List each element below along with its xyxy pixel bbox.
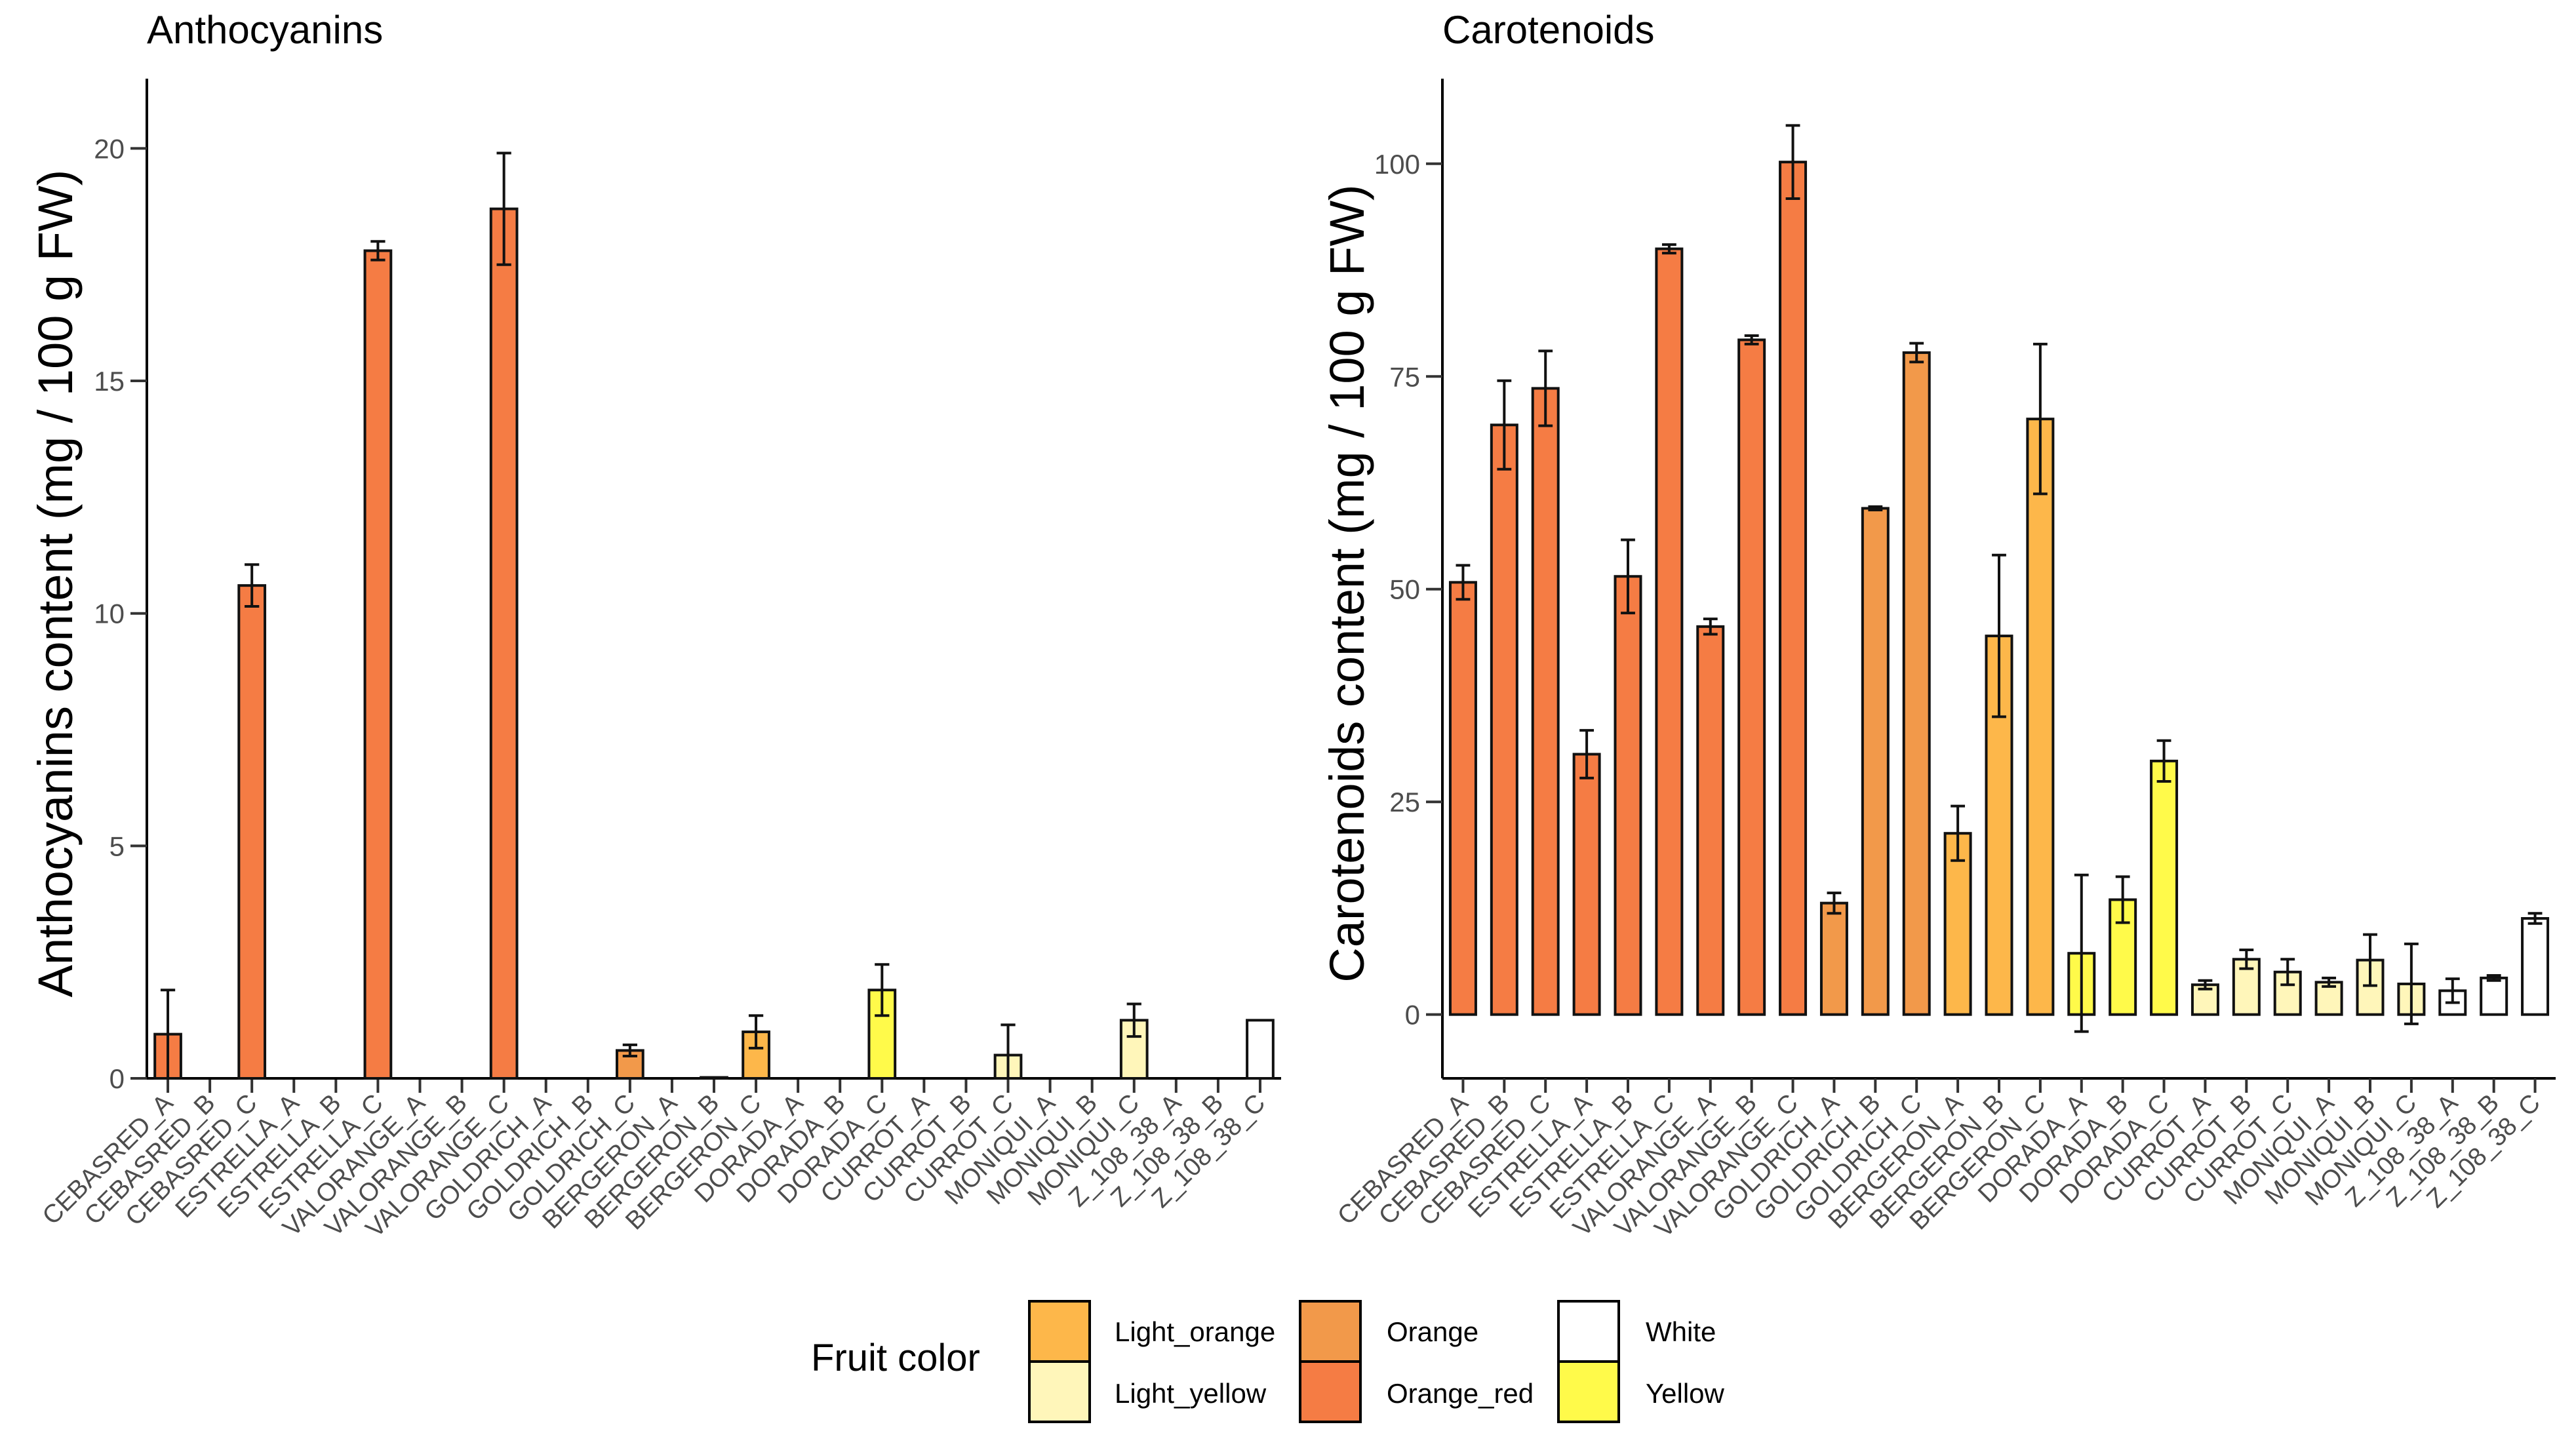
carotenoids-plot-area: 0255075100CEBASRED_ACEBASRED_BCEBASRED_C… bbox=[1332, 79, 2556, 1243]
anthocyanins-y-tick-label-20: 20 bbox=[94, 133, 125, 164]
carotenoids-bar-bergeron-c bbox=[2026, 418, 2055, 1016]
legend-label-light-orange: Light_orange bbox=[1115, 1316, 1275, 1347]
anthocyanins-panel-title: Anthocyanins bbox=[147, 8, 383, 52]
carotenoids-bar-cebasred-a bbox=[1448, 581, 1477, 1016]
carotenoids-bar-valorange-a bbox=[1696, 625, 1725, 1016]
anthocyanins-bar-cebasred-c bbox=[237, 584, 267, 1080]
legend-swatch-light-yellow bbox=[1028, 1360, 1091, 1423]
anthocyanins-y-tick-label-5: 5 bbox=[109, 831, 125, 861]
legend-swatch-orange bbox=[1299, 1300, 1362, 1363]
carotenoids-bar-cebasred-b bbox=[1490, 423, 1518, 1016]
legend-swatch-orange-red bbox=[1299, 1360, 1362, 1423]
carotenoids-bar-dorada-c bbox=[2150, 759, 2179, 1016]
carotenoids-panel: Carotenoids Carotenoids content (mg / 10… bbox=[1320, 8, 2556, 1243]
anthocyanins-y-axis-label: Anthocyanins content (mg / 100 g FW) bbox=[28, 170, 83, 998]
anthocyanins-bar-estrella-c bbox=[363, 249, 393, 1080]
anthocyanins-panel: Anthocyanins Anthocyanins content (mg / … bbox=[28, 8, 1281, 1243]
legend-item-light-yellow: Light_yellow bbox=[1028, 1360, 1267, 1423]
carotenoids-panel-title: Carotenoids bbox=[1442, 8, 1655, 52]
legend-swatch-yellow bbox=[1557, 1360, 1620, 1423]
anthocyanins-y-tick-label-10: 10 bbox=[94, 599, 125, 629]
legend-item-white: White bbox=[1557, 1300, 1716, 1363]
legend-title: Fruit color bbox=[811, 1337, 980, 1379]
legend-item-orange-red: Orange_red bbox=[1299, 1360, 1534, 1423]
legend-swatch-light-orange bbox=[1028, 1300, 1091, 1363]
carotenoids-bar-valorange-c bbox=[1779, 161, 1808, 1016]
carotenoids-y-tick-label-0: 0 bbox=[1405, 1000, 1420, 1031]
anthocyanins-plot-area: 05101520CEBASRED_ACEBASRED_BCEBASRED_CES… bbox=[37, 79, 1281, 1243]
carotenoids-bar-z-108-38-b bbox=[2480, 976, 2508, 1016]
legend-label-light-yellow: Light_yellow bbox=[1115, 1378, 1267, 1409]
legend-label-white: White bbox=[1646, 1316, 1716, 1347]
legend-item-light-orange: Light_orange bbox=[1028, 1300, 1275, 1363]
anthocyanins-bar-z-108-38-c bbox=[1246, 1019, 1275, 1080]
carotenoids-bar-estrella-b bbox=[1614, 575, 1642, 1016]
anthocyanins-y-tick-label-15: 15 bbox=[94, 366, 125, 397]
carotenoids-bar-z-108-38-c bbox=[2521, 917, 2550, 1016]
carotenoids-bar-valorange-b bbox=[1737, 338, 1766, 1016]
anthocyanins-y-tick-label-0: 0 bbox=[109, 1063, 125, 1094]
legend-label-orange-red: Orange_red bbox=[1387, 1378, 1534, 1409]
carotenoids-bar-goldrich-c bbox=[1902, 351, 1931, 1016]
legend-item-yellow: Yellow bbox=[1557, 1360, 1725, 1423]
carotenoids-y-tick-label-100: 100 bbox=[1374, 149, 1420, 180]
legend-label-orange: Orange bbox=[1387, 1316, 1478, 1347]
carotenoids-bar-goldrich-b bbox=[1861, 507, 1890, 1016]
legend: Fruit color Light_orange Light_yellow Or… bbox=[811, 1300, 1725, 1423]
carotenoids-y-tick-label-50: 50 bbox=[1389, 574, 1420, 605]
legend-swatch-white bbox=[1557, 1300, 1620, 1363]
legend-item-orange: Orange bbox=[1299, 1300, 1478, 1363]
carotenoids-y-tick-label-75: 75 bbox=[1389, 361, 1420, 392]
carotenoids-bar-estrella-c bbox=[1655, 247, 1684, 1016]
carotenoids-bar-goldrich-a bbox=[1819, 901, 1848, 1016]
carotenoids-bar-cebasred-c bbox=[1531, 387, 1560, 1016]
carotenoids-y-tick-label-25: 25 bbox=[1389, 787, 1420, 817]
carotenoids-bar-estrella-a bbox=[1572, 753, 1601, 1016]
anthocyanins-bar-valorange-c bbox=[489, 207, 519, 1080]
legend-label-yellow: Yellow bbox=[1646, 1378, 1725, 1409]
carotenoids-y-axis-label: Carotenoids content (mg / 100 g FW) bbox=[1320, 184, 1374, 982]
